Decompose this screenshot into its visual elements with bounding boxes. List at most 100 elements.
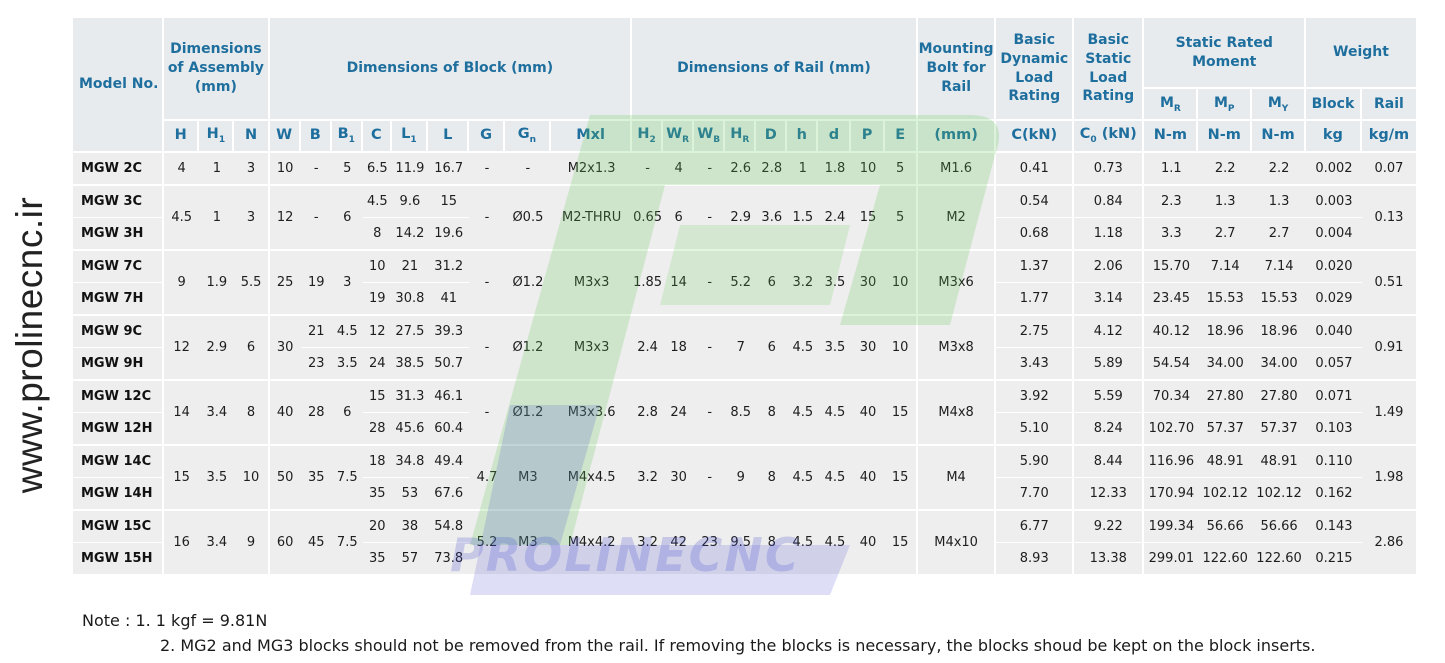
model-cell: MGW 14C [73,446,165,478]
cell-rail-kg: 2.86 [1361,511,1416,576]
model-cell: MGW 7C [73,251,165,283]
cell-mp: 57.37 [1198,413,1253,446]
cell-static: 8.24 [1074,413,1145,446]
sub-header-base: E [895,127,906,144]
cell-h2: 3.2 [632,511,664,576]
cell-c: 20 [362,511,392,543]
cell-h-lower: 1 [787,153,819,186]
model-cell: MGW 14H [73,478,165,511]
cell-b1: 7.5 [331,446,363,511]
cell-d-lower: 4.5 [818,381,852,446]
cell-l1: 30.8 [391,283,429,316]
cell-b: - [300,186,332,251]
cell-c: 35 [362,543,392,576]
cell-block-kg: 0.162 [1305,478,1362,511]
cell-l: 19.6 [428,218,470,251]
header-moment: Static Rated Moment [1144,18,1306,89]
cell-p: 10 [851,153,885,186]
sub-header-14: WB [694,121,726,153]
cell-block-kg: 0.215 [1305,543,1362,576]
cell-wr: 30 [663,446,695,511]
sub-header-sub: 1 [218,135,226,146]
note-1: Note : 1. 1 kgf = 9.81N [82,611,268,630]
table-row: MGW 12H 28 45.6 60.4 5.10 8.24 102.70 57.37 57.3… [73,413,1416,446]
cell-block-kg: 0.071 [1305,381,1362,413]
sub-header-1: H1 [199,121,235,153]
spec-sheet: Model No. Dimensions of Assembly (mm) Di… [73,18,1416,576]
cell-d-upper: 8 [756,511,788,576]
cell-b: - [300,153,332,186]
cell-h1: 1 [199,153,235,186]
cell-l1: 45.6 [391,413,429,446]
sub-header-sub: R [682,135,690,146]
cell-block-kg: 0.002 [1305,153,1362,186]
cell-mr: 40.12 [1144,316,1199,348]
moment-mr-base: M [1159,94,1174,111]
cell-gn: M3 [504,511,552,576]
cell-mp: 102.12 [1198,478,1253,511]
sub-header-base: N-m [1153,127,1188,144]
cell-bolt: M4x10 [917,511,997,576]
cell-mp: 15.53 [1198,283,1253,316]
sub-header-base: kg [1322,127,1343,144]
sub-header-base: N-m [1261,127,1295,144]
cell-mr: 23.45 [1144,283,1199,316]
cell-h2: 3.2 [632,446,664,511]
cell-c: 18 [362,446,392,478]
cell-b1: 4.5 [331,316,363,348]
cell-mr: 3.3 [1144,218,1199,251]
cell-g: 4.7 [469,446,505,511]
model-cell: MGW 12C [73,381,165,413]
table-row: MGW 9H 23 3.5 24 38.5 50.7 3.43 5.89 54.54 34.00 3… [73,348,1416,381]
spec-table: Model No. Dimensions of Assembly (mm) Di… [73,18,1416,576]
header-moment-mp: MP [1198,89,1253,121]
sub-header-28: kg/m [1361,121,1416,153]
cell-d-upper: 8 [756,446,788,511]
cell-l: 39.3 [428,316,470,348]
cell-g: - [469,381,505,446]
cell-h: 4 [164,153,200,186]
cell-l1: 31.3 [391,381,429,413]
header-moment-mr: MR [1144,89,1199,121]
cell-gn: M3 [504,446,552,511]
cell-l: 49.4 [428,446,470,478]
cell-b: 45 [300,511,332,576]
cell-c: 24 [362,348,392,381]
cell-h: 12 [164,316,200,381]
cell-b1: 6 [331,186,363,251]
cell-wb: - [694,316,726,381]
cell-static: 1.18 [1074,218,1145,251]
cell-c: 28 [362,413,392,446]
cell-static: 2.06 [1074,251,1145,283]
cell-h2: 2.4 [632,316,664,381]
cell-static: 5.89 [1074,348,1145,381]
cell-b: 28 [300,381,332,446]
header-rail: Dimensions of Rail (mm) [632,18,918,121]
cell-c: 4.5 [362,186,392,218]
cell-wb: - [694,186,726,251]
cell-dynamic: 8.93 [996,543,1075,576]
cell-mxl: M3x3 [551,316,633,381]
cell-p: 40 [851,511,885,576]
cell-l1: 14.2 [391,218,429,251]
sub-header-base: D [764,127,777,144]
cell-mp: 34.00 [1198,348,1253,381]
cell-gn: Ø0.5 [504,186,552,251]
cell-block-kg: 0.003 [1305,186,1362,218]
cell-mr: 2.3 [1144,186,1199,218]
cell-rail-kg: 0.13 [1361,186,1416,251]
sub-header-8: L [428,121,470,153]
cell-p: 30 [851,316,885,381]
header-weight: Weight [1305,18,1416,89]
cell-d-upper: 3.6 [756,186,788,251]
header-model: Model No. [73,18,165,153]
cell-block-kg: 0.020 [1305,251,1362,283]
cell-mr: 199.34 [1144,511,1199,543]
website-url: www.prolinecnc.ir [9,196,50,494]
cell-g: - [469,153,505,186]
cell-wb: - [694,446,726,511]
cell-my: 15.53 [1252,283,1306,316]
cell-b: 23 [300,348,332,381]
cell-static: 8.44 [1074,446,1145,478]
cell-mxl: M3x3 [551,251,633,316]
